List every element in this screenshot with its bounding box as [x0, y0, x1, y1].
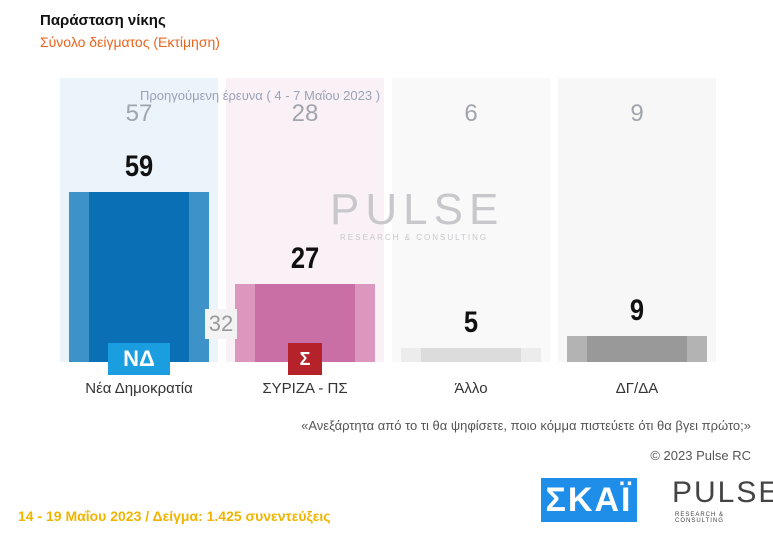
copyright: © 2023 Pulse RC — [650, 448, 751, 463]
bar — [567, 336, 707, 362]
pulse-watermark: PULSE — [330, 185, 505, 234]
chart-subtitle: Σύνολο δείγματος (Εκτίμηση) — [40, 34, 220, 50]
value-label: 9 — [629, 294, 645, 328]
bar-core — [88, 192, 190, 362]
survey-question: «Ανεξάρτητα από το τι θα ψηφίσετε, ποιο … — [301, 418, 751, 433]
previous-survey-label: Προηγούμενη έρευνα ( 4 - 7 Μαΐου 2023 ) — [140, 88, 381, 103]
bar — [69, 192, 209, 362]
nd-logo: ΝΔ — [108, 343, 170, 375]
previous-value-label: 6 — [464, 100, 478, 127]
bar-core — [586, 336, 688, 362]
category-label: ΔΓ/ΔΑ — [615, 380, 659, 397]
chart-title: Παράσταση νίκης — [40, 12, 166, 29]
category-label: Νέα Δημοκρατία — [85, 380, 193, 397]
bar — [401, 347, 541, 362]
previous-value-label: 28 — [291, 100, 319, 127]
pulse-logo: PULSE — [672, 476, 773, 509]
previous-column-bg — [392, 78, 550, 362]
category-label: Άλλο — [454, 380, 488, 397]
syriza-logo: Σ — [288, 343, 322, 375]
value-label: 59 — [124, 150, 154, 184]
previous-value-label: 9 — [630, 100, 644, 127]
skai-logo: ΣΚΑΪ — [541, 478, 637, 522]
category-label: ΣΥΡΙΖΑ - ΠΣ — [262, 380, 348, 397]
value-label: 27 — [290, 242, 320, 276]
survey-footer: 14 - 19 Μαΐου 2023 / Δείγμα: 1.425 συνεν… — [18, 508, 331, 524]
pulse-logo-sub: RESEARCH & CONSULTING — [675, 512, 725, 524]
annotation-label: 32 — [205, 309, 237, 339]
pulse-watermark-sub: RESEARCH & CONSULTING — [340, 233, 489, 242]
bar-core — [420, 347, 522, 362]
previous-value-label: 57 — [125, 100, 153, 127]
previous-column-bg — [558, 78, 716, 362]
value-label: 5 — [463, 305, 479, 339]
